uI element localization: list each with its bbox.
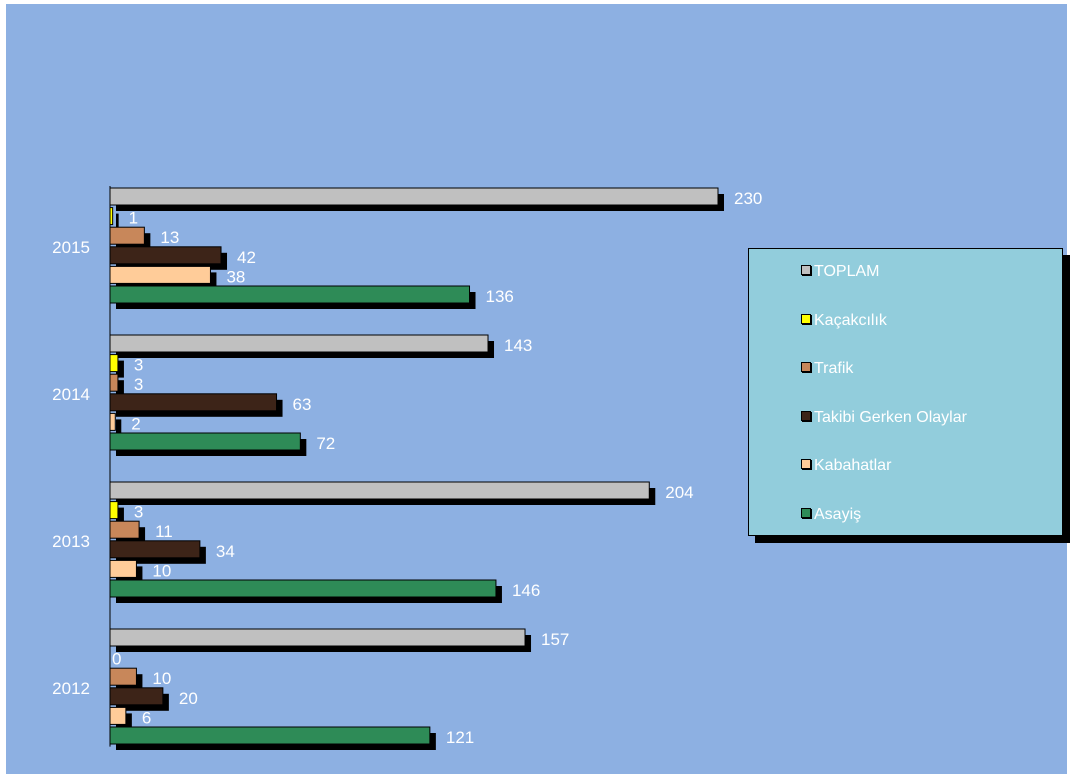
data-label: 72: [316, 434, 335, 453]
data-label: 38: [226, 267, 245, 286]
legend-swatch: [801, 265, 811, 275]
legend-item: Asayiş: [801, 505, 861, 525]
bar-shadow: [116, 380, 124, 398]
legend-item: Takibi Gerken Olaylar: [801, 408, 967, 428]
data-label: 2: [131, 414, 140, 433]
data-label: 42: [237, 248, 256, 267]
data-label: 3: [134, 356, 143, 375]
legend-item: Kabahatlar: [801, 456, 891, 476]
legend-swatch: [801, 362, 811, 372]
category-tick-label: 2012: [52, 679, 90, 698]
bar: [109, 540, 201, 559]
legend-label: Kabahatlar: [814, 457, 892, 474]
bar: [109, 393, 278, 412]
legend-label: TOPLAM: [814, 263, 880, 280]
data-label: 63: [293, 395, 312, 414]
labels-layer: 2301134238136143336327220431134101461570…: [112, 189, 762, 747]
legend-label: Kaçakcılık: [814, 311, 887, 329]
bar-shadow: [116, 360, 124, 378]
bar: [109, 628, 526, 647]
bar: [109, 481, 650, 500]
legend-swatch: [801, 313, 811, 324]
data-label: 34: [216, 542, 235, 561]
data-label: 10: [152, 561, 171, 580]
bar: [109, 187, 719, 206]
bar: [109, 246, 222, 265]
bar: [109, 520, 140, 539]
legend-label: Asayiş: [814, 505, 862, 523]
bar: [109, 501, 119, 520]
bar: [109, 354, 119, 373]
data-label: 157: [541, 630, 569, 649]
chart-svg: 2301134238136143336327220431134101461570…: [52, 186, 762, 750]
data-label: 6: [142, 708, 151, 727]
legend-swatch: [801, 459, 811, 469]
bar-shadow: [116, 507, 124, 525]
legend-swatch: [801, 410, 811, 421]
data-label: 0: [112, 650, 121, 669]
bar: [109, 726, 431, 745]
category-tick-label: 2014: [52, 385, 90, 404]
bar: [109, 579, 497, 598]
data-label: 136: [486, 287, 514, 306]
data-label: 230: [734, 189, 762, 208]
data-label: 146: [512, 581, 540, 600]
bar: [109, 559, 137, 578]
data-label: 121: [446, 728, 474, 747]
category-tick-label: 2015: [52, 238, 90, 257]
legend: TOPLAM Kaçakcılık Trafik Takibi Gerken Olay…: [748, 248, 1063, 536]
data-label: 204: [665, 483, 693, 502]
data-label: 3: [134, 503, 143, 522]
bar: [109, 667, 137, 686]
bar: [109, 226, 145, 245]
bar: [109, 207, 114, 226]
bar: [109, 412, 116, 431]
category-ticks: 2015 2014 2013 2012: [52, 238, 90, 698]
data-label: 20: [179, 689, 198, 708]
legend-label: Takibi Gerken Olaylar: [814, 408, 967, 426]
data-label: 11: [155, 522, 173, 541]
bars-layer: [109, 186, 724, 750]
legend-item: Trafik: [801, 359, 853, 379]
bar: [109, 265, 211, 284]
legend-item: TOPLAM: [801, 262, 880, 282]
bar-shadow: [116, 213, 119, 231]
category-tick-label: 2013: [52, 532, 90, 551]
legend-label: Trafik: [814, 360, 854, 377]
legend-swatch: [801, 507, 811, 518]
data-label: 3: [134, 375, 143, 394]
data-label: 10: [152, 669, 171, 688]
bar: [109, 285, 471, 304]
bar: [109, 373, 119, 392]
bar: [109, 687, 164, 706]
bar-shadow: [116, 419, 122, 437]
data-label: 1: [129, 209, 138, 228]
data-label: 143: [504, 336, 532, 355]
legend-item: Kaçakcılık: [801, 311, 887, 331]
data-label: 13: [160, 228, 179, 247]
bar: [109, 432, 301, 451]
bar: [109, 706, 127, 725]
bar: [109, 334, 489, 353]
